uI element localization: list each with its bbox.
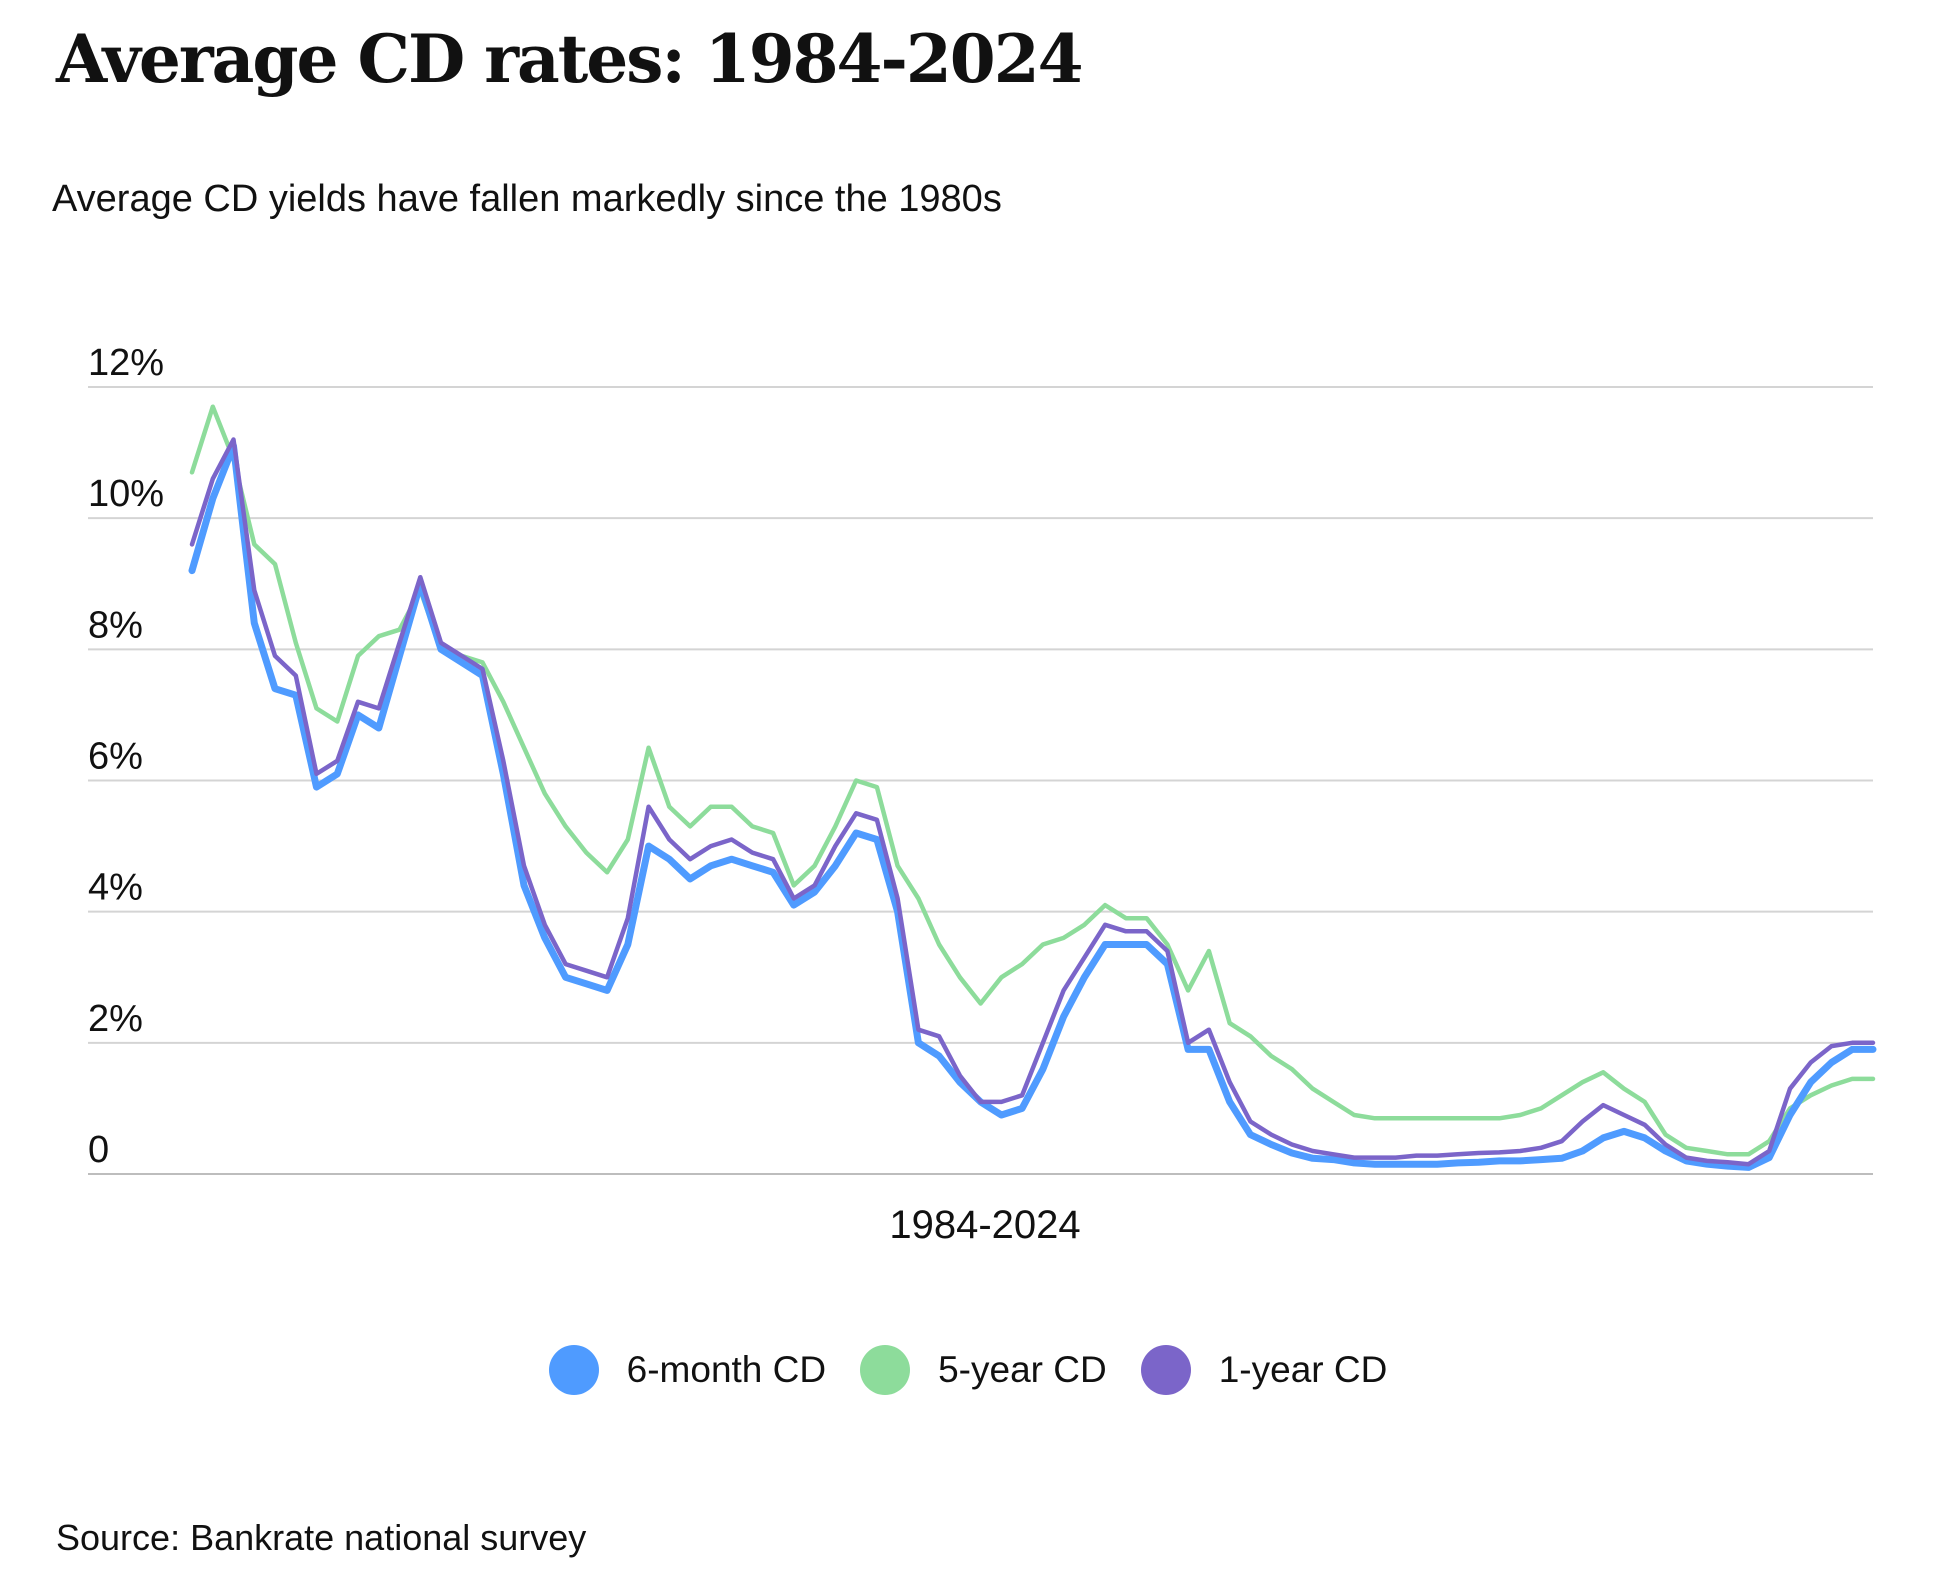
legend-swatch [860,1345,911,1395]
chart-subtitle: Average CD yields have fallen markedly s… [52,178,1002,220]
legend-swatch [548,1345,599,1395]
y-tick-label: 10% [88,473,164,515]
gridlines [88,386,1873,1175]
x-axis-label: 1984-2024 [889,1203,1080,1247]
chart-title: Average CD rates: 1984-2024 [56,20,1084,98]
y-tick-label: 8% [88,604,143,646]
y-tick-label: 0 [88,1129,109,1171]
series-lines [188,404,1877,1171]
legend: 6-month CD 5-year CD 1-year CD [0,1345,1936,1395]
legend-label: 1-year CD [1218,1349,1388,1390]
series-line-6-month-cd [188,442,1877,1171]
y-tick-label: 6% [88,736,143,778]
legend-item: 5-year CD [860,1345,1107,1395]
legend-swatch [1140,1345,1191,1395]
series-line-1-year-cd [189,437,1876,1167]
source-note: Source: Bankrate national survey [56,1517,587,1558]
series-line-5-year-cd [189,404,1876,1157]
y-tick-label: 12% [88,342,164,384]
legend-label: 5-year CD [938,1349,1107,1390]
y-tick-label: 2% [88,998,143,1040]
y-tick-label: 4% [88,867,143,909]
legend-item: 6-month CD [548,1345,827,1395]
y-axis-ticks: 0 2% 4% 6% 8% 10% 12% [88,342,164,1171]
legend-item: 1-year CD [1140,1345,1388,1395]
line-chart: 0 2% 4% 6% 8% 10% 12% 1984-2024 [88,342,1877,1247]
legend-label: 6-month CD [626,1349,827,1390]
